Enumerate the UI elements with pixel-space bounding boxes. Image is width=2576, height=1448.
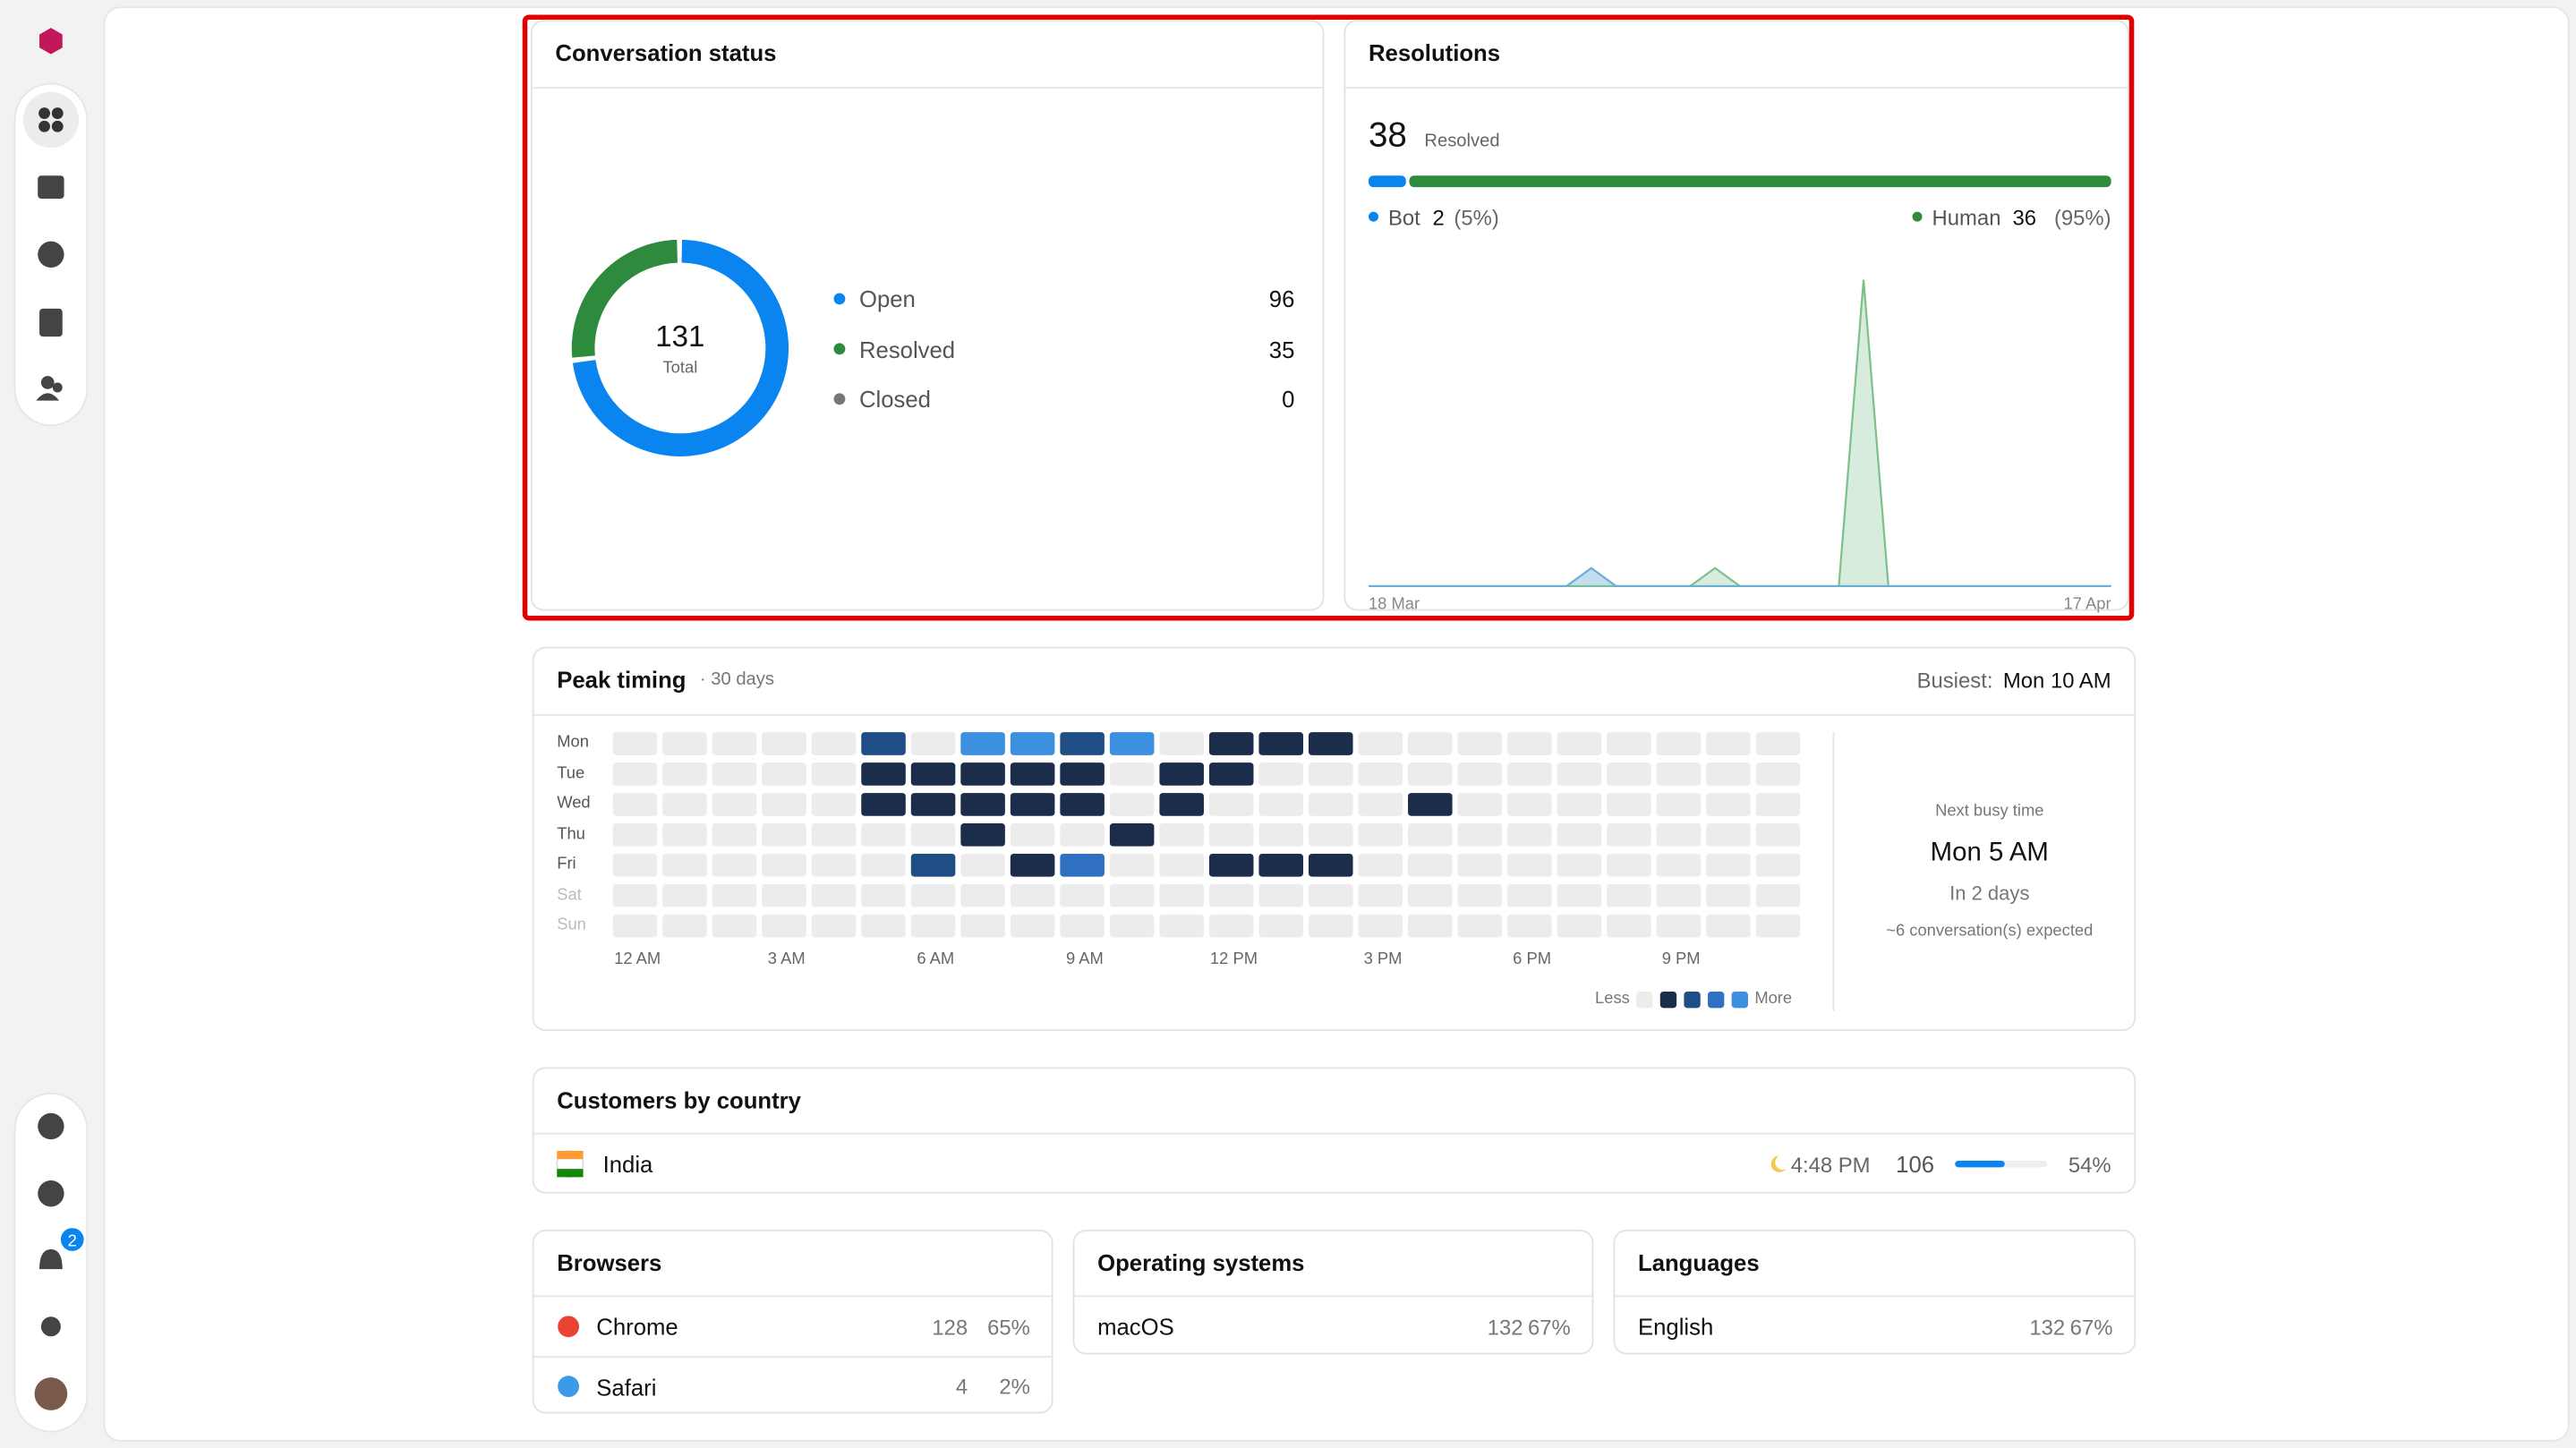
next-value: Mon 5 AM [1930, 839, 2049, 867]
day-label: Wed [557, 794, 591, 813]
highlight-box [522, 14, 2135, 621]
inbox-icon[interactable] [38, 175, 64, 199]
card-header-divider [533, 1132, 2135, 1135]
languages-card [1613, 1230, 2137, 1354]
day-label: Sun [557, 916, 586, 934]
card-title: Languages [1637, 1248, 1760, 1275]
bell-icon[interactable] [39, 1249, 63, 1270]
hour-label: 12 PM [1209, 950, 1258, 969]
row-name: English [1637, 1313, 1714, 1340]
settings-icon[interactable] [38, 1112, 64, 1140]
row-share: 2% [999, 1374, 1030, 1399]
row-share: 67% [1527, 1314, 1571, 1340]
range-label: · 30 days [699, 669, 774, 689]
row-name: Safari [596, 1373, 657, 1400]
browsers-card [532, 1230, 1053, 1414]
card-title: Peak timing [557, 666, 687, 694]
legend-share: (95%) [2053, 204, 2111, 229]
next-expected: ~6 conversation(s) expected [1886, 922, 2094, 941]
card-header-divider [532, 87, 1323, 89]
status-count: 96 [1268, 285, 1295, 312]
local-time: 4:48 PM [1790, 1151, 1871, 1177]
peak-timing-card [532, 646, 2137, 1032]
card-header-divider [533, 1295, 1052, 1298]
legend-share: (5%) [1454, 204, 1499, 229]
hour-label: 6 AM [917, 950, 955, 969]
hour-label: 6 PM [1513, 950, 1552, 969]
hour-label: 3 AM [767, 950, 806, 969]
share-label: 54% [2068, 1151, 2111, 1177]
x-label: 17 Apr [2063, 595, 2111, 615]
row-count: 132 [1487, 1314, 1523, 1340]
status-count: 0 [1282, 386, 1295, 413]
card-title: Resolutions [1368, 39, 1501, 66]
row-count: 132 [2029, 1314, 2066, 1340]
card-title: Customers by country [557, 1086, 801, 1112]
card-header-divider [1615, 1295, 2135, 1298]
next-label: Next busy time [1935, 803, 2044, 822]
card-title: Browsers [557, 1248, 662, 1275]
legend-count: 36 [2012, 204, 2037, 229]
dashboard-icon[interactable] [38, 107, 64, 132]
day-label: Mon [557, 734, 589, 753]
day-label: Sat [557, 885, 582, 904]
row-share: 65% [987, 1314, 1030, 1340]
day-label: Fri [557, 855, 576, 873]
operating-systems-card [1072, 1230, 1594, 1354]
reports-icon[interactable] [39, 308, 63, 337]
legend-less: Less [1595, 990, 1630, 1009]
country-count: 106 [1896, 1150, 1935, 1178]
card-header-divider [533, 714, 2135, 716]
countries-card [532, 1067, 2137, 1194]
status-name: Closed [858, 386, 931, 413]
help-icon[interactable] [38, 1180, 64, 1207]
row-name: Chrome [596, 1313, 678, 1340]
badge [60, 1228, 84, 1251]
country-name: India [602, 1150, 653, 1178]
status-name: Open [858, 285, 916, 312]
card-header-divider [1345, 87, 2128, 89]
resolved-total: 38 [1368, 115, 1407, 154]
hour-label: 9 AM [1065, 950, 1104, 969]
legend-count: 2 [1432, 204, 1445, 229]
sidebar: 2 [13, 28, 89, 1433]
hour-label: 9 PM [1661, 950, 1701, 969]
theme-icon[interactable] [40, 1316, 61, 1337]
day-label: Thu [557, 824, 585, 844]
nav-active [22, 91, 80, 149]
card-title: Conversation status [555, 39, 777, 66]
next-when: In 2 days [1949, 882, 2030, 905]
busiest-label: Busiest: [1916, 667, 1993, 693]
legend-label: Human [1932, 204, 2001, 229]
busiest-value: Mon 10 AM [2002, 667, 2111, 693]
legend-more: More [1754, 990, 1793, 1009]
day-label: Tue [557, 763, 585, 783]
card-title: Operating systems [1097, 1248, 1305, 1275]
card-header-divider [1074, 1295, 1592, 1298]
row-name: macOS [1097, 1313, 1174, 1340]
hour-label: 12 AM [614, 950, 661, 969]
row-share: 67% [2069, 1314, 2113, 1340]
row-count: 128 [932, 1314, 968, 1340]
status-name: Resolved [858, 336, 956, 362]
status-count: 35 [1268, 336, 1295, 362]
row-count: 4 [955, 1374, 968, 1399]
x-label: 18 Mar [1368, 595, 1420, 615]
avatar[interactable] [34, 1377, 68, 1410]
contacts-icon[interactable] [36, 376, 63, 401]
legend-label: Bot [1387, 204, 1420, 229]
logo[interactable] [39, 28, 63, 55]
badge-count: 2 [68, 1231, 77, 1249]
resolved-label: Resolved [1424, 130, 1500, 150]
ai-icon[interactable] [38, 241, 64, 268]
hour-label: 3 PM [1363, 950, 1403, 969]
